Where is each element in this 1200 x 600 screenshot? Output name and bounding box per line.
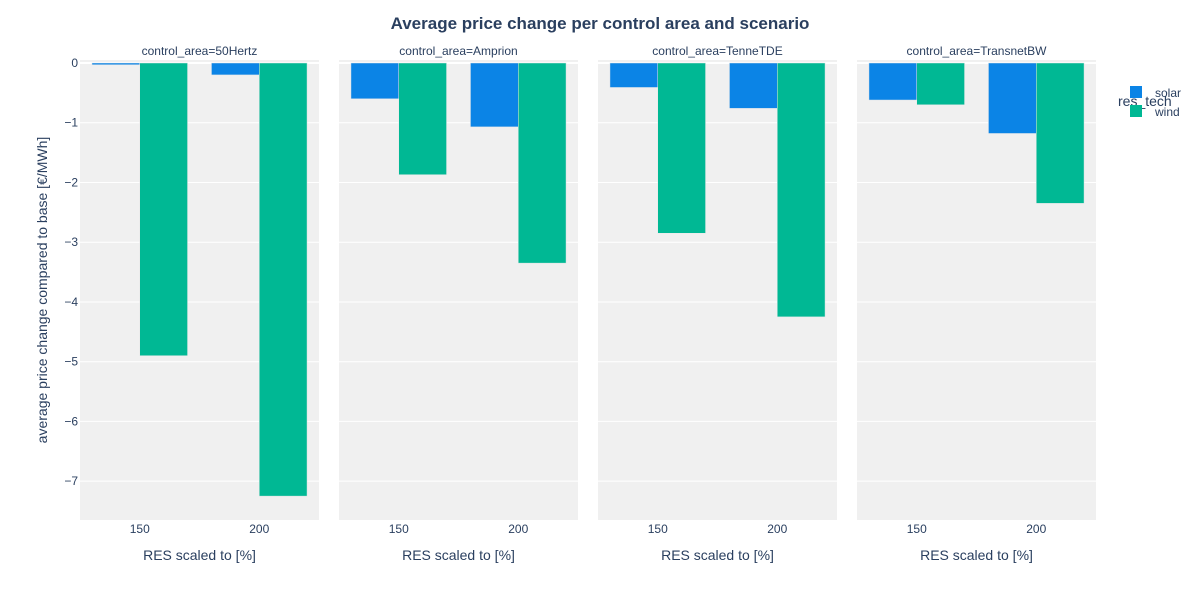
bar-wind-200[interactable] (259, 62, 308, 497)
bar-solar-150[interactable] (609, 62, 659, 88)
y-axis-title: average price change compared to base [€… (34, 137, 50, 444)
x-tick-label: 200 (767, 522, 787, 536)
y-tick-label: −7 (64, 474, 78, 488)
legend-swatch-wind[interactable] (1130, 105, 1142, 117)
legend-swatch-solar[interactable] (1130, 86, 1142, 98)
y-tick-label: −4 (64, 295, 78, 309)
legend: res_tech solar wind (1118, 86, 1181, 119)
legend-label-solar: solar (1155, 86, 1181, 100)
bar-wind-150[interactable] (139, 62, 188, 356)
chart-title: Average price change per control area an… (391, 14, 810, 33)
bar-solar-200[interactable] (729, 62, 778, 109)
y-tick-label: −6 (64, 414, 78, 428)
x-tick-label: 150 (907, 522, 927, 536)
bar-solar-200[interactable] (211, 62, 260, 76)
facet-label: control_area=Amprion (399, 44, 517, 58)
facet-1: control_area=Amprion 150 200 RES scaled to … (339, 44, 578, 563)
bar-wind-150[interactable] (916, 62, 965, 106)
bar-solar-200[interactable] (470, 62, 519, 128)
bar-wind-200[interactable] (777, 62, 826, 318)
bar-solar-200[interactable] (988, 62, 1037, 134)
y-tick-label: −5 (64, 355, 78, 369)
bar-solar-150[interactable] (91, 62, 140, 66)
x-axis-title: RES scaled to [%] (661, 547, 774, 563)
legend-label-wind: wind (1154, 105, 1180, 119)
y-tick-label: −2 (64, 175, 78, 189)
bar-wind-150[interactable] (657, 62, 706, 234)
facet-label: control_area=50Hertz (142, 44, 258, 58)
y-tick-label: −1 (64, 116, 78, 130)
bar-solar-150[interactable] (868, 62, 918, 101)
facet-label: control_area=TransnetBW (907, 44, 1048, 58)
bar-wind-200[interactable] (518, 62, 567, 264)
facet-2: control_area=TenneTDE 150 200 RES scaled to… (598, 44, 837, 563)
x-axis-title: RES scaled to [%] (920, 547, 1033, 563)
x-tick-label: 200 (249, 522, 269, 536)
bar-wind-200[interactable] (1036, 62, 1085, 204)
x-axis-title: RES scaled to [%] (402, 547, 515, 563)
x-tick-label: 150 (130, 522, 150, 536)
x-tick-label: 200 (1026, 522, 1046, 536)
bar-wind-150[interactable] (398, 62, 447, 175)
facet-3: control_area=TransnetBW 150 200 RES scaled … (857, 44, 1096, 563)
x-tick-label: 150 (389, 522, 409, 536)
x-axis-title: RES scaled to [%] (143, 547, 256, 563)
y-tick-label: 0 (71, 56, 78, 70)
x-tick-label: 200 (508, 522, 528, 536)
facet-label: control_area=TenneTDE (652, 44, 782, 58)
facets: control_area=50Hertz 150 200 RES scaled to … (64, 44, 1096, 563)
y-tick-label: −3 (64, 235, 78, 249)
x-tick-label: 150 (648, 522, 668, 536)
facet-0: control_area=50Hertz 150 200 RES scaled to … (64, 44, 319, 563)
bar-solar-150[interactable] (350, 62, 400, 100)
